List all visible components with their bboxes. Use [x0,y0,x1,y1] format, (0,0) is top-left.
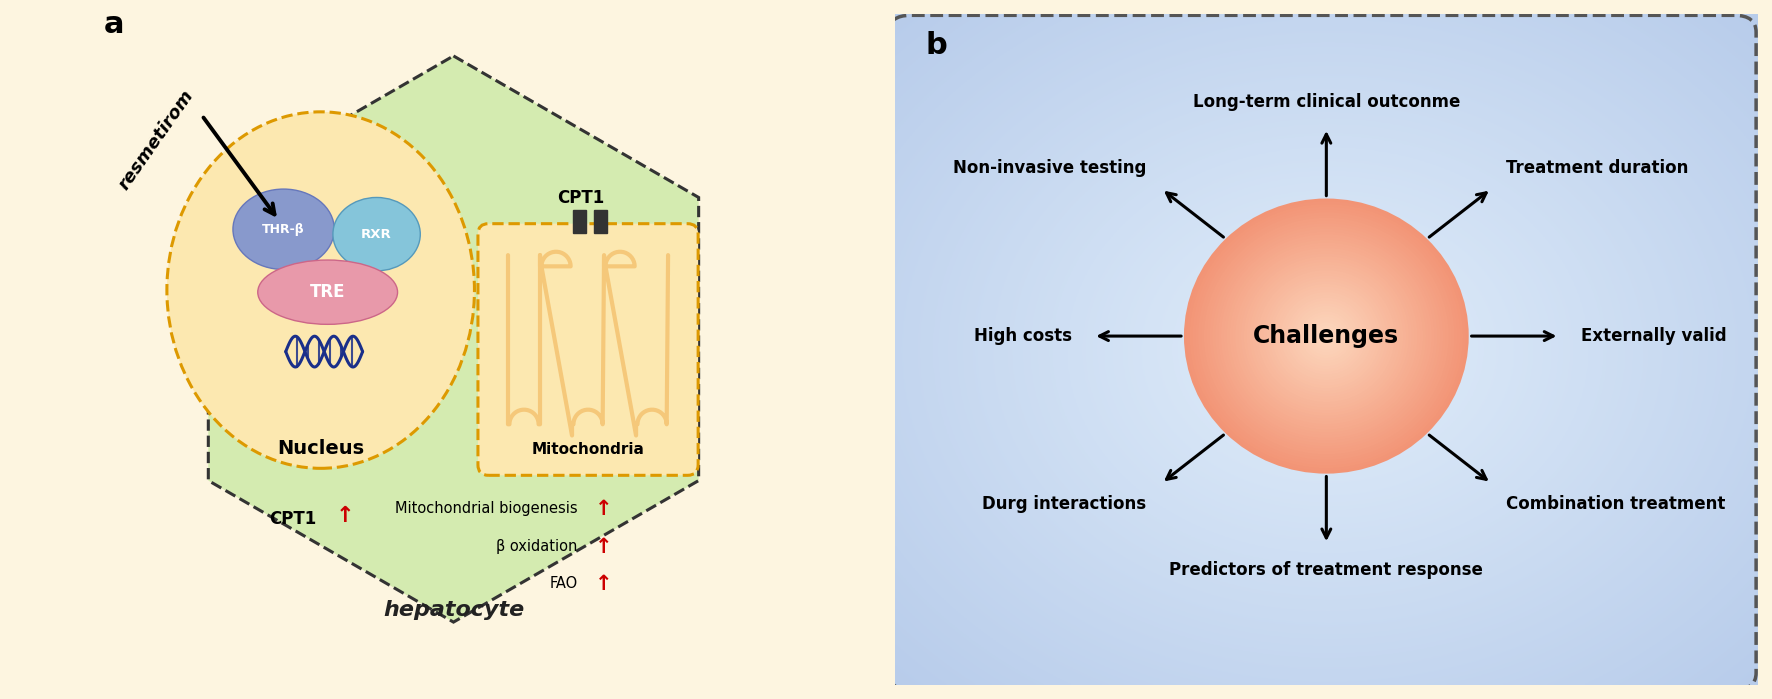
Text: a: a [105,10,124,39]
Text: Mitochondria: Mitochondria [532,442,645,457]
Ellipse shape [1278,289,1375,383]
Ellipse shape [1295,306,1357,366]
Ellipse shape [1311,322,1341,350]
Ellipse shape [1212,226,1441,446]
Ellipse shape [1216,229,1437,443]
Text: CPT1: CPT1 [558,189,604,207]
Ellipse shape [1247,259,1405,413]
Text: ↑: ↑ [595,499,611,519]
Ellipse shape [1310,319,1343,352]
Text: ↑: ↑ [595,574,611,593]
FancyBboxPatch shape [478,224,698,475]
Ellipse shape [1315,325,1338,347]
Ellipse shape [1276,287,1377,386]
Bar [594,210,608,233]
Ellipse shape [1203,218,1449,454]
Ellipse shape [1184,199,1469,474]
Text: Mitochondrial biogenesis: Mitochondrial biogenesis [395,501,578,517]
Ellipse shape [1320,331,1333,342]
Ellipse shape [1306,317,1347,355]
Ellipse shape [1244,257,1409,416]
Text: Challenges: Challenges [1253,324,1400,348]
Ellipse shape [1217,231,1435,440]
Text: Durg interactions: Durg interactions [982,495,1146,513]
Ellipse shape [1324,333,1329,339]
Ellipse shape [1193,207,1460,466]
Ellipse shape [1262,273,1391,399]
Ellipse shape [1292,303,1361,369]
Ellipse shape [1224,237,1428,435]
Text: THR-β: THR-β [262,223,305,236]
Text: TRE: TRE [310,283,346,301]
Ellipse shape [167,112,475,468]
Ellipse shape [1189,204,1464,468]
Ellipse shape [1235,248,1418,424]
Ellipse shape [1239,251,1414,421]
Ellipse shape [1290,301,1363,372]
Ellipse shape [1201,215,1451,457]
Text: Long-term clinical outconme: Long-term clinical outconme [1193,93,1460,111]
Text: Non-invasive testing: Non-invasive testing [953,159,1146,177]
Ellipse shape [1304,314,1348,358]
Text: ↑: ↑ [337,506,354,526]
Ellipse shape [333,197,420,271]
Ellipse shape [1297,308,1356,363]
Ellipse shape [1230,243,1423,430]
Ellipse shape [1263,275,1389,396]
Bar [572,210,587,233]
Ellipse shape [1267,278,1386,394]
Text: RXR: RXR [361,228,392,240]
Ellipse shape [1283,295,1370,377]
Text: ↑: ↑ [595,537,611,556]
Text: High costs: High costs [975,327,1072,345]
Ellipse shape [1232,245,1421,427]
Ellipse shape [1198,212,1455,460]
Text: Nucleus: Nucleus [276,439,365,459]
Ellipse shape [1286,298,1366,375]
Text: Combination treatment: Combination treatment [1506,495,1726,513]
Ellipse shape [1258,270,1395,402]
Ellipse shape [232,189,335,269]
Ellipse shape [1301,311,1352,361]
Ellipse shape [1249,262,1403,410]
Text: hepatocyte: hepatocyte [383,600,525,619]
Polygon shape [209,56,698,622]
Ellipse shape [1210,223,1442,449]
Ellipse shape [1196,210,1457,463]
Text: Treatment duration: Treatment duration [1506,159,1689,177]
Ellipse shape [1281,292,1372,380]
Ellipse shape [257,260,397,324]
Ellipse shape [1255,267,1398,405]
Ellipse shape [1207,220,1446,452]
Ellipse shape [1240,254,1412,419]
Text: b: b [925,31,946,59]
Ellipse shape [1318,328,1334,345]
Ellipse shape [1269,281,1384,391]
Ellipse shape [1272,284,1380,389]
Ellipse shape [1187,201,1465,471]
Ellipse shape [1221,234,1432,438]
Text: Predictors of treatment response: Predictors of treatment response [1170,561,1483,579]
Text: resmetirom: resmetirom [115,87,197,193]
Text: β oxidation: β oxidation [496,539,578,554]
Text: FAO: FAO [549,576,578,591]
Ellipse shape [1226,240,1426,433]
Ellipse shape [1253,264,1400,408]
Text: Externally valid: Externally valid [1581,327,1726,345]
Text: CPT1: CPT1 [269,510,317,528]
